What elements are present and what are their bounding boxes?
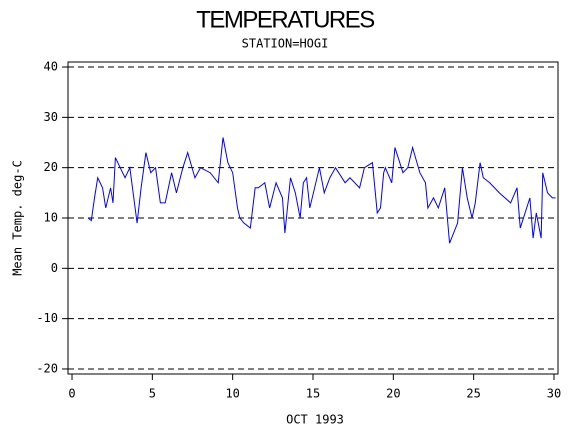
y-axis-label: Mean Temp. deg-C (11, 160, 25, 276)
x-tick-label: 30 (547, 387, 561, 401)
x-tick-label: 15 (306, 387, 320, 401)
chart-title: TEMPERATURES (196, 6, 374, 33)
x-tick-label: 10 (225, 387, 239, 401)
y-tick-label: 0 (51, 261, 58, 275)
y-tick-label: 10 (44, 211, 58, 225)
x-tick-label: 5 (149, 387, 156, 401)
y-tick-label: 40 (44, 60, 58, 74)
y-tick-label: -20 (36, 361, 58, 375)
x-tick-label: 20 (386, 387, 400, 401)
y-tick-label: -10 (36, 311, 58, 325)
x-tick-label: 25 (466, 387, 480, 401)
data-line (87, 137, 556, 244)
chart-subtitle: STATION=HOGI (242, 37, 329, 51)
y-tick-label: 30 (44, 110, 58, 124)
y-tick-label: 20 (44, 160, 58, 174)
x-axis-label: OCT 1993 (286, 413, 344, 427)
x-tick-label: 0 (68, 387, 75, 401)
